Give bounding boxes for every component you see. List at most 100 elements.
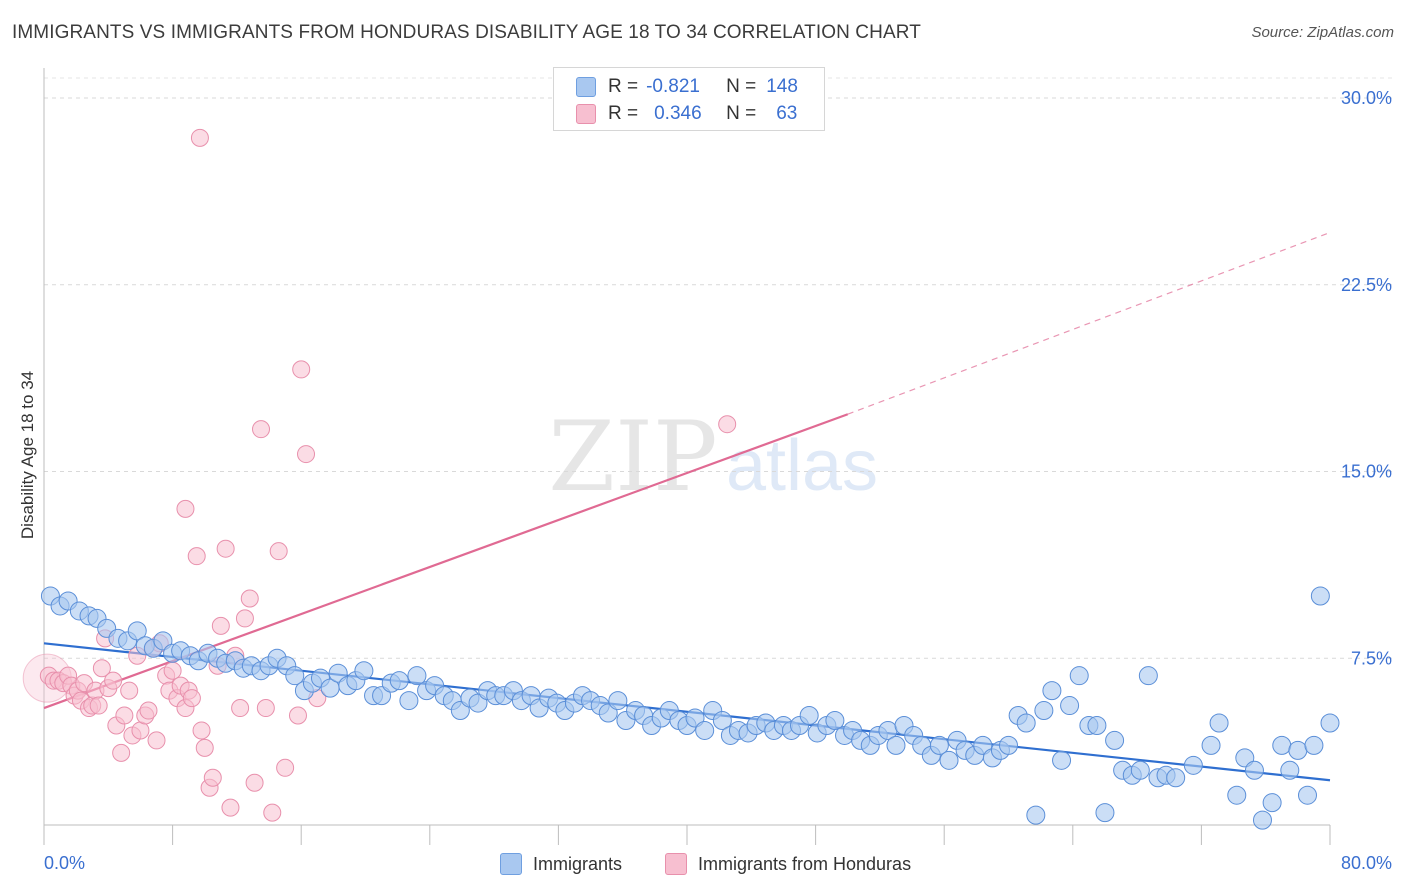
data-point (929, 735, 949, 755)
data-point (695, 720, 715, 740)
legend-r-value: -0.821 (646, 76, 700, 97)
data-point (276, 758, 295, 777)
legend-r-value: 0.346 (654, 103, 702, 124)
correlation-legend: R = -0.821 N = 148 R = 0.346 N = 63 (553, 67, 825, 131)
data-point (407, 666, 427, 686)
data-point (1272, 735, 1292, 755)
bottom-legend-label-honduras: Immigrants from Honduras (698, 853, 912, 874)
bottom-legend-swatch-immigrants (500, 853, 522, 875)
legend-n-label: N = (726, 76, 757, 97)
data-point (399, 691, 419, 711)
data-point (1095, 803, 1115, 823)
data-point (192, 721, 211, 740)
data-point (216, 539, 235, 558)
data-point (389, 671, 409, 691)
data-point (1042, 681, 1062, 701)
data-point (718, 415, 737, 434)
source-label: Source: ZipAtlas.com (1251, 24, 1394, 41)
data-point (231, 699, 250, 718)
bottom-legend-honduras: Immigrants from Honduras (665, 851, 911, 877)
data-point (252, 420, 271, 439)
data-point (182, 689, 201, 708)
data-point (354, 661, 374, 681)
data-point (190, 128, 209, 147)
data-point (1244, 760, 1264, 780)
data-point (112, 743, 131, 762)
data-point (285, 666, 305, 686)
data-point (1183, 755, 1203, 775)
data-point (1105, 730, 1125, 750)
data-point (104, 671, 123, 690)
data-point (1262, 793, 1282, 813)
legend-n-label: N = (726, 103, 757, 124)
data-point (92, 659, 111, 678)
data-point (187, 547, 206, 566)
legend-swatch-honduras (576, 104, 596, 124)
data-point (163, 661, 182, 680)
data-point (1288, 740, 1308, 760)
data-point (195, 738, 214, 757)
data-point (1060, 696, 1080, 716)
data-point (221, 798, 240, 817)
data-point (1209, 713, 1229, 733)
legend-n-value: 148 (766, 76, 798, 97)
x-tick-label: 0.0% (44, 853, 85, 873)
trend-line-honduras (43, 413, 849, 710)
gridlines (44, 77, 1392, 659)
legend-row-honduras: R = 0.346 N = 63 (576, 101, 797, 127)
data-point (1034, 701, 1054, 721)
data-point (1166, 768, 1186, 788)
data-point (1304, 735, 1324, 755)
x-tick-label: 80.0% (1341, 853, 1392, 873)
watermark-atlas: atlas (726, 426, 878, 506)
data-point (245, 773, 264, 792)
tick-labels: 7.5% 15.0% 22.5% 30.0% 0.0% 80.0% (44, 88, 1392, 873)
data-point (1297, 785, 1317, 805)
data-point (176, 499, 195, 518)
data-point (999, 735, 1018, 755)
data-point (1227, 785, 1247, 805)
data-point (288, 706, 307, 725)
data-point (1310, 586, 1330, 606)
data-point (1138, 666, 1158, 686)
y-tick-label: 30.0% (1341, 88, 1392, 108)
chart-title: IMMIGRANTS VS IMMIGRANTS FROM HONDURAS D… (12, 22, 921, 43)
legend-n-value: 63 (776, 103, 798, 124)
y-tick-label: 15.0% (1341, 462, 1392, 482)
data-point (1052, 750, 1072, 770)
data-point (211, 616, 230, 635)
trend-line-honduras-extension (847, 231, 1331, 415)
data-point (939, 750, 959, 770)
data-point (1087, 715, 1107, 735)
data-point (89, 696, 108, 715)
data-point (1201, 735, 1221, 755)
data-point (297, 445, 316, 464)
axes (43, 68, 1331, 845)
data-point (1280, 760, 1300, 780)
data-point (115, 706, 134, 725)
data-point (256, 699, 275, 718)
watermark-zip: ZIP (548, 401, 717, 513)
watermark: ZIP atlas (548, 401, 878, 513)
legend-r-label: R = (608, 103, 639, 124)
data-point (608, 691, 628, 711)
legend-row-immigrants: R = -0.821 N = 148 (576, 74, 798, 100)
data-point (269, 542, 288, 561)
data-point (1026, 805, 1046, 825)
bottom-legend-immigrants: Immigrants (500, 851, 622, 877)
data-point (127, 621, 147, 641)
honduras-points (22, 128, 737, 822)
bottom-legend-swatch-honduras (665, 853, 687, 875)
data-point (1069, 666, 1089, 686)
data-point (147, 731, 166, 750)
data-point (120, 681, 139, 700)
data-point (1252, 810, 1272, 830)
data-point (263, 803, 282, 822)
y-tick-label: 22.5% (1341, 275, 1392, 295)
data-point (825, 711, 845, 730)
data-point (131, 721, 150, 740)
data-point (139, 701, 158, 720)
data-point (1130, 760, 1150, 780)
data-point (235, 609, 254, 628)
